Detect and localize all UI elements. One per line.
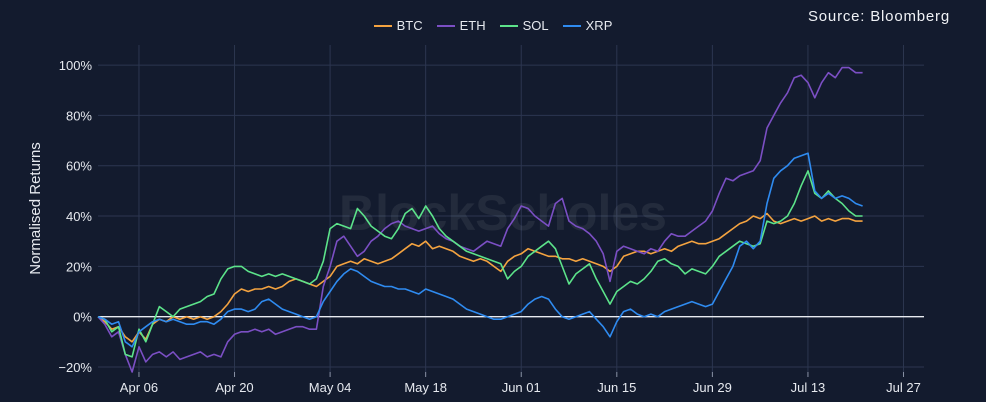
legend-swatch: [562, 24, 581, 27]
legend[interactable]: BTC ETH SOL XRP: [0, 18, 986, 33]
y-tick-label: 100%: [59, 58, 93, 73]
y-tick-label: 80%: [66, 108, 92, 123]
series-line-btc: [97, 212, 863, 343]
x-tick-label: Apr 06: [120, 380, 158, 395]
legend-item-eth[interactable]: ETH: [436, 18, 486, 33]
legend-label: ETH: [459, 18, 486, 33]
y-tick-label: 40%: [66, 209, 92, 224]
x-tick-label: Jul 13: [791, 380, 826, 395]
y-tick-label: 60%: [66, 159, 92, 174]
x-tick-label: Jun 15: [597, 380, 636, 395]
series-line-xrp: [97, 152, 863, 348]
legend-swatch: [436, 24, 455, 27]
legend-swatch: [499, 24, 518, 27]
series-line-eth: [97, 66, 863, 373]
x-tick-label: Jul 27: [886, 380, 921, 395]
y-tick-label: 0%: [73, 310, 92, 325]
x-tick-label: Jun 29: [693, 380, 732, 395]
y-tick-label: −20%: [58, 360, 92, 375]
grid-lines: [98, 45, 924, 372]
legend-item-btc[interactable]: BTC: [373, 18, 423, 33]
legend-label: SOL: [522, 18, 549, 33]
x-tick-label: May 04: [309, 380, 352, 395]
watermark-logo: BlockScholes: [339, 185, 667, 241]
series-lines: [97, 66, 863, 373]
legend-label: BTC: [396, 18, 423, 33]
y-tick-label: 20%: [66, 259, 92, 274]
x-tick-label: May 18: [404, 380, 447, 395]
legend-item-sol[interactable]: SOL: [499, 18, 549, 33]
axes: −20% 0% 20% 40% 60% 80% 100% Apr 06 Apr 20 May 04…: [58, 58, 924, 395]
legend-label: XRP: [585, 18, 613, 33]
x-tick-label: Jun 01: [502, 380, 541, 395]
y-axis-label: Normalised Returns: [27, 142, 44, 275]
x-tick-label: Apr 20: [215, 380, 253, 395]
legend-swatch: [373, 24, 392, 27]
source-caption: Source: Bloomberg: [807, 8, 950, 25]
series-line-sol: [97, 170, 863, 358]
legend-item-xrp[interactable]: XRP: [562, 18, 613, 33]
